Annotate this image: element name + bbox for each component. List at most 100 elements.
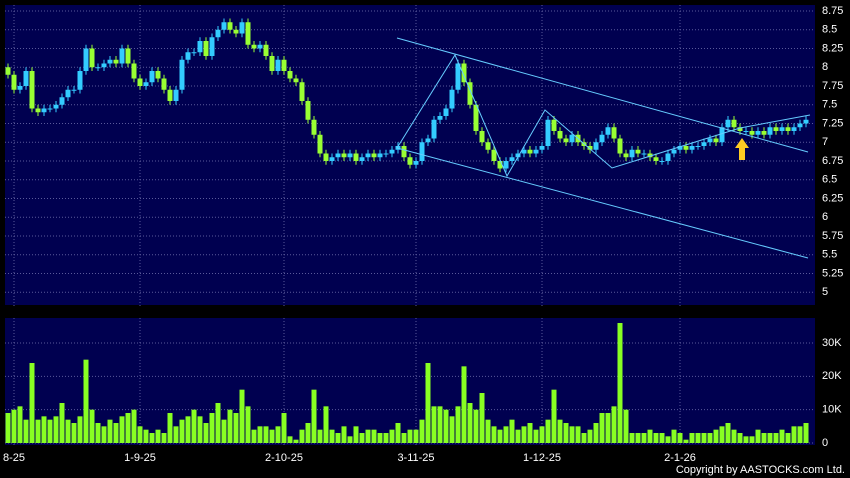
volume-bar <box>521 426 527 443</box>
candle-body <box>353 153 359 161</box>
candle-body <box>143 82 149 86</box>
volume-bar <box>407 429 413 443</box>
volume-bar <box>605 413 611 443</box>
y-tick-label: 0 <box>822 437 828 449</box>
candle-body <box>539 146 545 150</box>
volume-bar <box>101 426 107 443</box>
volume-bar <box>677 433 683 443</box>
candle-body <box>617 138 623 154</box>
volume-bar <box>563 423 569 443</box>
y-tick-label: 20K <box>822 370 842 382</box>
candle-body <box>599 134 605 143</box>
candle-body <box>287 71 293 79</box>
candle-body <box>671 149 677 154</box>
volume-bar <box>95 423 101 443</box>
marks <box>5 18 809 443</box>
volume-bar <box>341 426 347 443</box>
volume-bar <box>503 426 509 443</box>
volume-bar <box>371 429 377 443</box>
volume-bar <box>779 429 785 443</box>
candle-body <box>47 108 53 110</box>
lower-channel <box>396 147 809 259</box>
candle-body <box>443 108 449 116</box>
candle-body <box>35 108 41 113</box>
candle-body <box>365 153 371 158</box>
candle-body <box>665 153 671 161</box>
candle-body <box>215 29 221 38</box>
candle-body <box>611 127 617 139</box>
volume-bar <box>323 406 329 443</box>
volume-bar <box>647 429 653 443</box>
volume-bar <box>71 423 77 443</box>
volume-bar <box>275 426 281 443</box>
candle-body <box>245 22 251 45</box>
volume-bar <box>689 433 695 443</box>
volume-bar <box>707 433 713 443</box>
volume-bar <box>473 409 479 443</box>
candle-body <box>329 157 335 161</box>
candle-body <box>479 131 485 143</box>
candle-body <box>71 89 77 91</box>
candle-body <box>23 71 29 86</box>
volume-bar <box>551 389 557 443</box>
volume-bar <box>749 436 755 443</box>
y-tick-label: 7.75 <box>822 80 843 92</box>
volume-bar <box>335 433 341 443</box>
candle-body <box>173 89 179 101</box>
volume-bar <box>209 413 215 443</box>
candle-body <box>623 153 629 158</box>
volume-bar <box>137 426 143 443</box>
candle-body <box>683 146 689 150</box>
volume-bar <box>725 423 731 443</box>
candle-body <box>425 138 431 143</box>
volume-bar <box>299 429 305 443</box>
volume-bar <box>491 426 497 443</box>
volume-bar <box>497 429 503 443</box>
candle-body <box>743 131 749 132</box>
candle-body <box>125 48 131 64</box>
candle-body <box>767 127 773 135</box>
candle-body <box>371 153 377 158</box>
candle-body <box>641 153 647 155</box>
candle-body <box>503 161 509 169</box>
volume-bar <box>125 413 131 443</box>
candle-body <box>755 131 761 135</box>
candle-body <box>485 142 491 150</box>
candle-body <box>383 153 389 155</box>
candle-body <box>467 82 473 105</box>
volume-bar <box>377 433 383 443</box>
candle-body <box>695 146 701 147</box>
candle-body <box>431 119 437 139</box>
x-tick-label: 2-1-26 <box>664 452 696 464</box>
candle-body <box>659 161 665 162</box>
candle-body <box>155 71 161 79</box>
volume-bar <box>185 416 191 443</box>
candle-body <box>545 119 551 146</box>
volume-bar <box>191 409 197 443</box>
volume-bar <box>743 436 749 443</box>
candle-body <box>251 44 257 49</box>
candle-body <box>137 78 143 86</box>
arrow <box>735 138 749 160</box>
candle-body <box>149 71 155 83</box>
volume-bar <box>791 426 797 443</box>
volume-bar <box>515 429 521 443</box>
volume-bar <box>755 429 761 443</box>
candle-body <box>299 82 305 101</box>
volume-bar <box>329 429 335 443</box>
candle-body <box>281 59 287 71</box>
candle-body <box>77 71 83 90</box>
volume-bar <box>131 409 137 443</box>
candle-body <box>593 142 599 150</box>
y-tick-label: 8.5 <box>822 24 837 36</box>
y-tick-label: 7.5 <box>822 99 837 111</box>
candle-body <box>317 134 323 154</box>
volume-bar <box>245 406 251 443</box>
candle-body <box>803 119 809 124</box>
candle-body <box>779 127 785 131</box>
volume-bar <box>167 413 173 443</box>
volume-bar <box>569 426 575 443</box>
volume-bar <box>485 419 491 443</box>
candle-body <box>491 149 497 161</box>
volume-bar <box>197 416 203 443</box>
